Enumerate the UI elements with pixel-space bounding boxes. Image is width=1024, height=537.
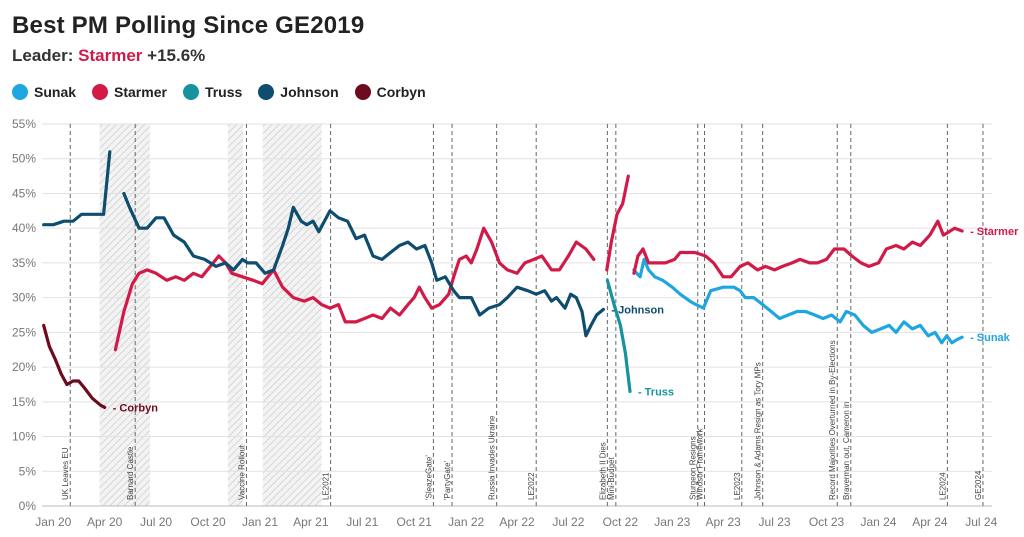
event-label: GE2024 — [974, 470, 983, 500]
x-tick-label: Oct 23 — [809, 515, 845, 529]
event-label: Barnard Castle — [126, 446, 135, 500]
x-tick-label: Jul 20 — [140, 515, 172, 529]
x-tick-label: Jan 22 — [448, 515, 484, 529]
legend-swatch-starmer — [92, 84, 109, 100]
x-tick-label: Oct 21 — [397, 515, 433, 529]
x-tick-label: Apr 22 — [499, 515, 535, 529]
legend-swatch-sunak — [12, 84, 28, 100]
subtitle-prefix: Leader: — [12, 46, 79, 65]
event-label: Record Majorities Overturned in By-Elect… — [828, 340, 837, 500]
leader-name: Starmer — [78, 46, 143, 65]
legend-label-truss: Truss — [204, 84, 243, 100]
event-label: LE2023 — [733, 472, 742, 500]
series-line-truss — [605, 278, 632, 393]
end-label-johnson: - Johnson — [611, 304, 664, 316]
event-label: 'PartyGate' — [443, 460, 452, 500]
y-tick-label: 40% — [12, 221, 36, 235]
legend-label-starmer: Starmer — [114, 84, 167, 100]
legend: Sunak Starmer Truss Johnson Corbyn — [12, 84, 426, 100]
series-line-starmer — [605, 174, 630, 272]
legend-item-starmer[interactable]: Starmer — [92, 84, 167, 100]
x-tick-label: Jul 23 — [759, 515, 791, 529]
series-line-starmer — [632, 219, 964, 279]
y-tick-label: 10% — [12, 430, 36, 444]
end-label-sunak: - Sunak — [970, 332, 1011, 344]
y-tick-label: 15% — [12, 395, 36, 409]
shaded-period-2 — [262, 124, 322, 506]
end-label-truss: - Truss — [638, 386, 674, 398]
legend-item-corbyn[interactable]: Corbyn — [354, 84, 426, 100]
leader-lead: +15.6% — [147, 46, 206, 65]
series-line-johnson — [122, 191, 605, 338]
x-tick-label: Jul 21 — [346, 515, 378, 529]
event-label: Vaccine Rollout — [237, 444, 246, 500]
y-tick-label: 50% — [12, 152, 36, 166]
event-label: Elizabeth II Dies — [598, 442, 607, 500]
event-label: LE2022 — [527, 472, 536, 500]
event-label: Sturgeon Resigns — [689, 436, 698, 500]
y-tick-label: 30% — [12, 291, 36, 305]
x-tick-label: Jan 24 — [860, 515, 896, 529]
event-label: Johnson & Adams Resign as Tory MPs — [754, 362, 763, 500]
x-tick-label: Jan 23 — [654, 515, 690, 529]
chart-subtitle: Leader: Starmer +15.6% — [12, 46, 205, 66]
legend-swatch-truss — [182, 84, 199, 100]
y-tick-label: 20% — [12, 360, 36, 374]
y-tick-label: 45% — [12, 186, 36, 200]
event-label: UK Leaves EU — [61, 447, 70, 500]
y-tick-label: 35% — [12, 256, 36, 270]
x-tick-label: Jan 21 — [242, 515, 278, 529]
event-label: 'SleazeGate' — [424, 455, 433, 500]
x-tick-label: Oct 22 — [603, 515, 639, 529]
event-label: LE2021 — [322, 472, 331, 500]
y-tick-label: 0% — [19, 499, 37, 513]
legend-item-sunak[interactable]: Sunak — [12, 84, 76, 100]
event-label: Braverman out, Cameron in — [842, 402, 851, 500]
y-tick-label: 5% — [19, 464, 37, 478]
x-tick-label: Oct 20 — [190, 515, 226, 529]
x-tick-label: Jan 20 — [35, 515, 71, 529]
event-label: Windsor Framework — [696, 427, 705, 500]
event-label: Russia Invades Ukraine — [488, 415, 497, 500]
legend-item-truss[interactable]: Truss — [182, 84, 243, 100]
x-tick-label: Apr 23 — [705, 515, 741, 529]
series-line-sunak — [632, 257, 964, 345]
series-line-corbyn — [42, 323, 107, 409]
x-tick-label: Apr 21 — [293, 515, 329, 529]
legend-label-johnson: Johnson — [280, 84, 339, 100]
legend-swatch-corbyn — [354, 84, 371, 100]
shaded-period-1 — [227, 124, 244, 506]
x-tick-label: Apr 24 — [912, 515, 948, 529]
x-tick-label: Jul 22 — [552, 515, 584, 529]
event-label: Mini-Budget — [607, 457, 616, 500]
chart-title: Best PM Polling Since GE2019 — [12, 12, 365, 39]
series-line-johnson — [42, 150, 112, 227]
legend-swatch-johnson — [258, 84, 275, 100]
legend-label-corbyn: Corbyn — [376, 84, 426, 100]
end-label-starmer: - Starmer — [970, 226, 1019, 238]
legend-item-johnson[interactable]: Johnson — [258, 84, 339, 100]
event-label: LE2024 — [938, 472, 947, 500]
legend-label-sunak: Sunak — [34, 84, 77, 100]
x-tick-label: Jul 24 — [965, 515, 997, 529]
x-tick-label: Apr 20 — [87, 515, 123, 529]
y-tick-label: 55% — [12, 117, 36, 131]
y-tick-label: 25% — [12, 325, 36, 339]
end-label-corbyn: - Corbyn — [113, 402, 159, 414]
series-line-starmer — [113, 226, 596, 352]
